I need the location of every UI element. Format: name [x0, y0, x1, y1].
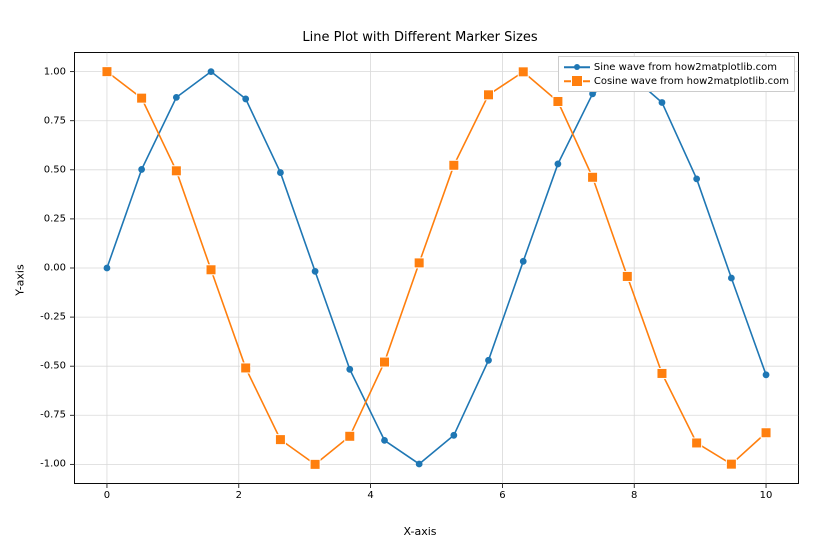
legend-swatch-sine	[564, 60, 590, 74]
x-tick-label: 10	[760, 490, 773, 501]
legend-swatch-cosine	[564, 74, 590, 88]
legend-item-sine: Sine wave from how2matplotlib.com	[564, 60, 789, 74]
y-tick-label: -0.25	[40, 312, 66, 323]
y-axis-label: Y-axis	[14, 264, 27, 295]
y-tick-label: -1.00	[40, 459, 66, 470]
x-axis-label: X-axis	[0, 525, 840, 538]
x-tick-label: 2	[236, 490, 242, 501]
y-tick-label: 0.75	[44, 115, 66, 126]
x-tick-label: 6	[499, 490, 505, 501]
y-tick-label: 0.25	[44, 213, 66, 224]
plot-area	[74, 52, 799, 484]
y-tick-label: 0.50	[44, 164, 66, 175]
x-tick-label: 0	[104, 490, 110, 501]
y-tick-label: 0.00	[44, 263, 66, 274]
y-tick-label: -0.75	[40, 410, 66, 421]
legend-label-sine: Sine wave from how2matplotlib.com	[594, 62, 777, 73]
x-tick-label: 8	[631, 490, 637, 501]
legend-label-cosine: Cosine wave from how2matplotlib.com	[594, 76, 789, 87]
legend-item-cosine: Cosine wave from how2matplotlib.com	[564, 74, 789, 88]
chart-title: Line Plot with Different Marker Sizes	[0, 30, 840, 45]
figure: Line Plot with Different Marker Sizes Y-…	[0, 0, 840, 560]
y-tick-label: 1.00	[44, 66, 66, 77]
legend: Sine wave from how2matplotlib.com Cosine…	[558, 56, 795, 92]
x-tick-label: 4	[367, 490, 373, 501]
y-tick-label: -0.50	[40, 361, 66, 372]
